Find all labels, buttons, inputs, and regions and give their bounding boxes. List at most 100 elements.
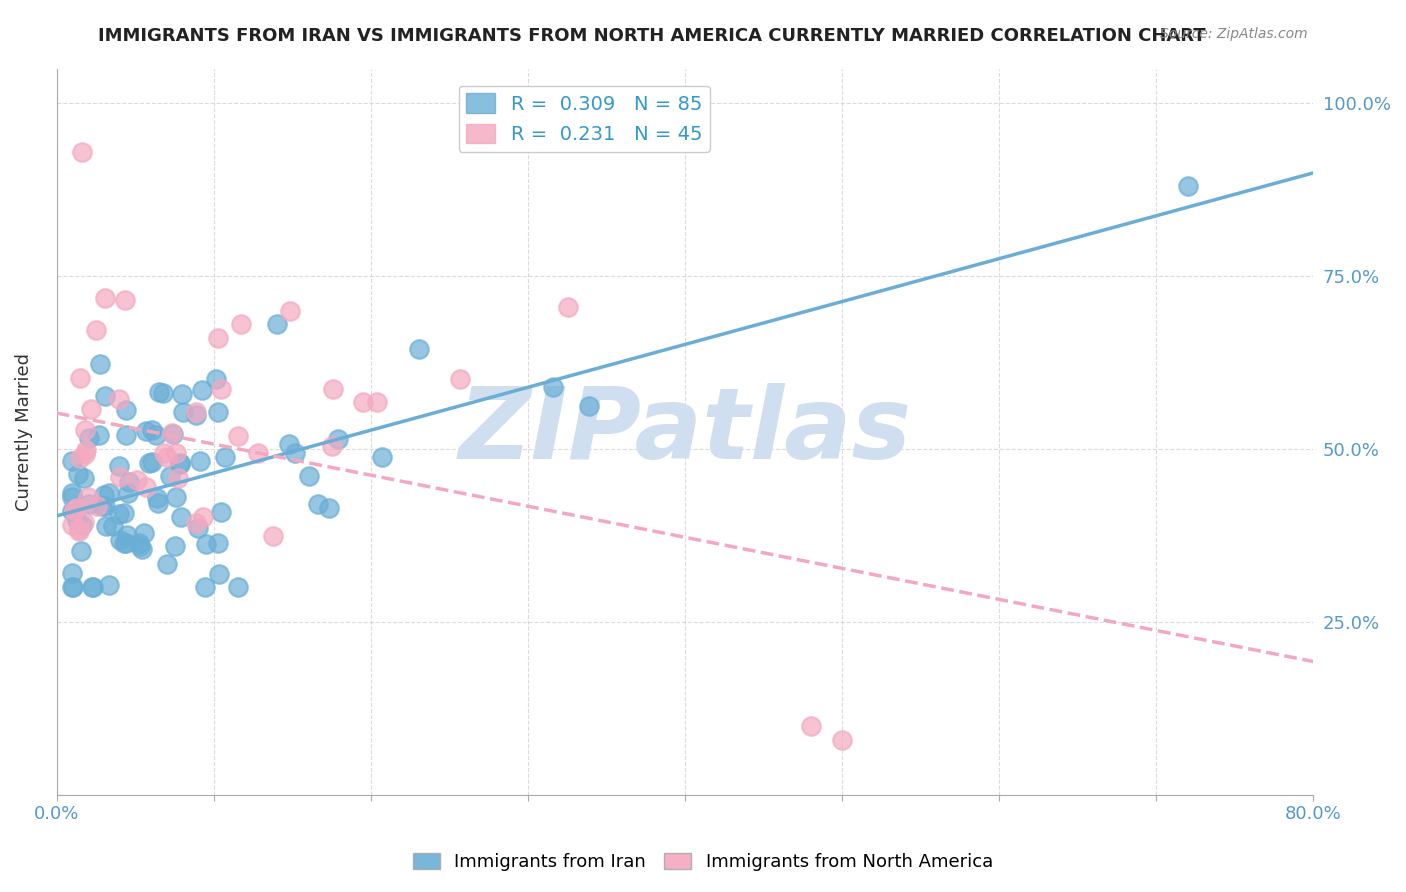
Immigrants from Iran [578,399,600,413]
Immigrants from North America [831,732,853,747]
Immigrants from North America [69,370,91,384]
Immigrants from North America [166,470,188,484]
Immigrants from Iran [94,519,117,533]
Immigrants from North America [352,395,374,409]
Immigrants from Iran [408,342,430,356]
Immigrants from North America [69,451,91,466]
Immigrants from North America [107,392,129,406]
Immigrants from North America [226,429,249,443]
Immigrants from Iran [128,540,150,554]
Immigrants from Iran [169,510,191,524]
Immigrants from North America [322,383,344,397]
Immigrants from North America [184,516,207,530]
Immigrants from North America [165,446,187,460]
Immigrants from North America [84,322,107,336]
Immigrants from Iran [135,425,157,439]
Immigrants from Iran [107,507,129,521]
Immigrants from North America [278,304,301,318]
Immigrants from Iran [62,581,84,595]
Immigrants from Iran [77,431,100,445]
Immigrants from Iran [115,428,138,442]
Immigrants from North America [60,518,83,533]
Immigrants from Iran [77,497,100,511]
Immigrants from North America [557,301,579,315]
Immigrants from Iran [214,450,236,464]
Immigrants from Iran [145,427,167,442]
Immigrants from Iran [117,485,139,500]
Immigrants from Iran [112,535,135,549]
Immigrants from Iran [172,405,194,419]
Immigrants from Iran [326,432,349,446]
Immigrants from North America [153,445,176,459]
Immigrants from Iran [169,457,191,471]
Immigrants from Iran [101,519,124,533]
Immigrants from North America [135,480,157,494]
Immigrants from Iran [283,446,305,460]
Immigrants from Iran [70,518,93,533]
Immigrants from Iran [205,372,228,386]
Immigrants from Iran [60,581,83,595]
Immigrants from Iran [60,490,83,504]
Immigrants from Iran [60,504,83,518]
Immigrants from Iran [98,578,121,592]
Immigrants from Iran [134,525,156,540]
Immigrants from North America [209,382,232,396]
Immigrants from Iran [70,544,93,558]
Immigrants from North America [231,317,253,331]
Immigrants from Iran [165,490,187,504]
Immigrants from North America [77,490,100,504]
Immigrants from Iran [298,469,321,483]
Immigrants from Iran [1177,179,1199,194]
Immigrants from Iran [207,566,229,581]
Immigrants from North America [127,473,149,487]
Immigrants from North America [93,291,115,305]
Immigrants from Iran [118,475,141,489]
Immigrants from North America [86,499,108,513]
Immigrants from Iran [80,581,103,595]
Legend: Immigrants from Iran, Immigrants from North America: Immigrants from Iran, Immigrants from No… [406,846,1000,879]
Immigrants from Iran [187,521,209,535]
Immigrants from Iran [94,389,117,403]
Immigrants from Iran [93,487,115,501]
Immigrants from Iran [89,357,111,371]
Immigrants from Iran [184,408,207,422]
Legend: R =  0.309   N = 85, R =  0.231   N = 45: R = 0.309 N = 85, R = 0.231 N = 45 [458,86,710,152]
Immigrants from North America [193,510,215,524]
Immigrants from Iran [188,454,211,468]
Immigrants from Iran [67,467,90,481]
Immigrants from Iran [93,499,115,513]
Immigrants from Iran [207,405,229,419]
Immigrants from North America [79,401,101,416]
Immigrants from Iran [541,380,564,394]
Immigrants from North America [73,516,96,530]
Immigrants from North America [449,372,471,386]
Immigrants from Iran [156,557,179,571]
Immigrants from Iran [60,486,83,500]
Immigrants from North America [63,503,86,517]
Immigrants from Iran [307,497,329,511]
Immigrants from North America [800,719,823,733]
Y-axis label: Currently Married: Currently Married [15,353,32,511]
Immigrants from Iran [277,437,299,451]
Text: Source: ZipAtlas.com: Source: ZipAtlas.com [1160,27,1308,41]
Immigrants from Iran [60,566,83,581]
Immigrants from Iran [66,513,89,527]
Immigrants from North America [108,470,131,484]
Immigrants from North America [366,395,388,409]
Immigrants from Iran [114,535,136,549]
Immigrants from Iran [226,581,249,595]
Immigrants from North America [156,450,179,464]
Immigrants from Iran [162,427,184,442]
Immigrants from North America [66,500,89,515]
Immigrants from North America [114,293,136,307]
Immigrants from Iran [112,506,135,520]
Immigrants from North America [207,331,229,345]
Immigrants from Iran [318,500,340,515]
Immigrants from Iran [190,384,212,398]
Immigrants from North America [73,447,96,461]
Immigrants from Iran [98,485,121,500]
Immigrants from Iran [170,387,193,401]
Immigrants from Iran [266,317,288,331]
Immigrants from North America [246,446,269,460]
Immigrants from Iran [207,535,229,549]
